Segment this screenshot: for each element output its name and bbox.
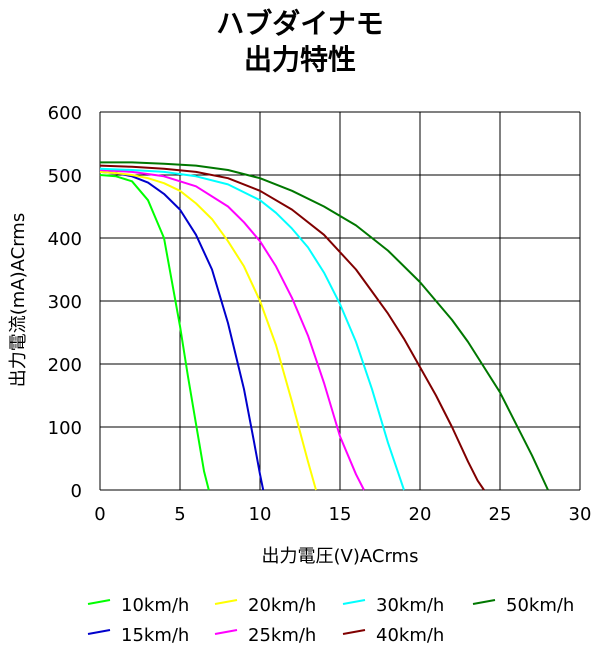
legend-swatch [472, 599, 496, 605]
y-tick-label: 500 [48, 166, 82, 187]
x-ticks: 0 5 10 15 20 25 30 [94, 504, 591, 525]
legend-label: 30km/h [376, 595, 444, 616]
legend-label: 10km/h [121, 595, 189, 616]
y-tick-label: 0 [71, 481, 82, 502]
x-tick-label: 25 [489, 504, 512, 525]
series-line-40km/h [99, 164, 485, 491]
x-tick-label: 15 [329, 504, 352, 525]
x-tick-label: 5 [174, 504, 185, 525]
series-lines [99, 161, 549, 491]
legend-swatch [214, 629, 238, 635]
legend-label: 15km/h [121, 625, 189, 646]
legend-swatch [87, 629, 111, 635]
legend-label: 50km/h [506, 595, 574, 616]
legend: 10km/h 15km/h 20km/h 25km/h 30km/h 40km/h 50km… [87, 595, 574, 646]
y-ticks: 0 100 200 300 400 500 600 [48, 103, 82, 502]
y-tick-label: 300 [48, 292, 82, 313]
series-line-10km/h [99, 174, 210, 491]
x-axis-label: 出力電圧(V)ACrms [262, 546, 419, 567]
x-tick-label: 0 [94, 504, 105, 525]
series-line-30km/h [99, 167, 405, 491]
series-line-25km/h [99, 169, 365, 491]
series-line-50km/h [100, 161, 549, 491]
legend-swatch [87, 599, 111, 605]
legend-swatch [214, 599, 238, 605]
legend-label: 25km/h [248, 625, 316, 646]
y-tick-label: 100 [48, 418, 82, 439]
legend-swatch [342, 599, 366, 605]
x-tick-label: 30 [569, 504, 592, 525]
chart-title: ハブダイナモ [216, 7, 384, 40]
series-line-15km/h [99, 170, 265, 491]
legend-label: 40km/h [376, 625, 444, 646]
y-tick-label: 400 [48, 229, 82, 250]
legend-swatch [342, 629, 366, 635]
y-axis-label: 出力電流(mA)ACrms [8, 213, 29, 387]
chart-subtitle: 出力特性 [243, 43, 356, 76]
y-tick-label: 600 [48, 103, 82, 124]
x-tick-label: 10 [249, 504, 272, 525]
legend-label: 20km/h [248, 595, 316, 616]
x-tick-label: 20 [409, 504, 432, 525]
y-tick-label: 200 [48, 355, 82, 376]
series-line-20km/h [99, 170, 317, 491]
